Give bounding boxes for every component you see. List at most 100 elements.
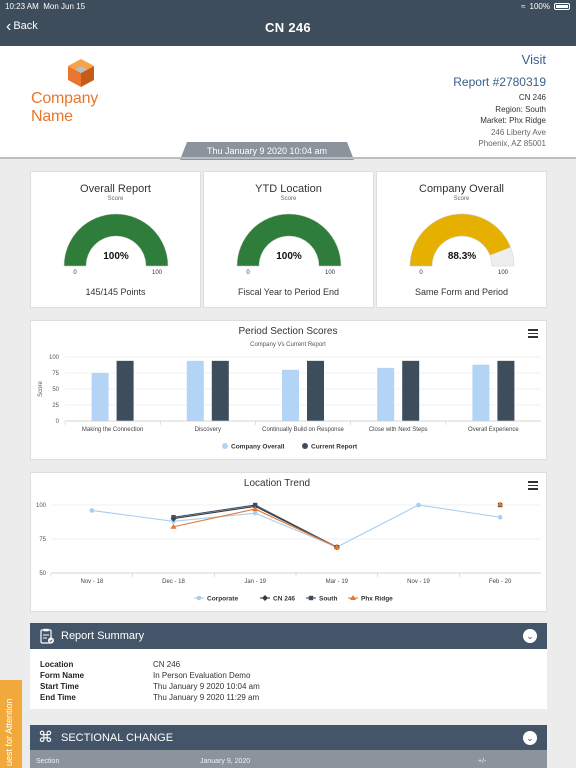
- period-section-scores-chart: Period Section Scores Company Vs Current …: [38, 326, 541, 451]
- y-tick-label: 75: [39, 537, 46, 543]
- y-tick-label: 0: [56, 419, 60, 425]
- x-tick-label: Continually Build on Response: [262, 427, 344, 433]
- legend-marker: [308, 595, 314, 601]
- gauge-fill: [63, 213, 168, 267]
- sectional-change-columns: Section January 9, 2020 +/-: [30, 750, 547, 768]
- gauge-value: 88.3%: [447, 251, 475, 262]
- legend-label[interactable]: Current Report: [311, 444, 358, 451]
- score-card-footer: Fiscal Year to Period End: [237, 287, 340, 297]
- y-tick-label: 100: [49, 355, 60, 361]
- x-tick-label: Overall Experience: [468, 427, 519, 433]
- bar-company-overall: [91, 373, 109, 421]
- cube-logo-icon: [68, 59, 94, 87]
- gauge-value: 100%: [103, 251, 129, 262]
- score-card-subtitle: Score: [280, 196, 297, 202]
- legend-label[interactable]: Corporate: [207, 596, 238, 603]
- bar-current-report: [211, 360, 229, 421]
- status-bar: 10:23 AM Mon Jun 15 ≈ 100%: [0, 0, 576, 12]
- gauge-fill: [236, 213, 341, 267]
- score-gauge: 88.3% 0 100: [409, 213, 514, 276]
- location-trend-chart: Location Trend 50 75 100 Nov - 18 Dec - 18 Jan…: [36, 478, 541, 603]
- legend-marker: [196, 595, 202, 601]
- report-region: Region: South: [495, 104, 546, 114]
- bar-current-report: [497, 360, 515, 421]
- score-card-overall-report: Overall Report Score 100% 0 100 145/145 Po…: [30, 171, 201, 308]
- back-button[interactable]: ‹ Back: [6, 18, 38, 34]
- report-info: Visit Report #2780319 CN 246 Region: Sou…: [453, 52, 546, 150]
- legend-label[interactable]: Company Overall: [231, 444, 285, 451]
- wifi-icon: ≈: [521, 2, 526, 11]
- company-logo: Company Name: [31, 58, 141, 126]
- summary-row-form-name: Form Name In Person Evaluation Demo: [40, 671, 251, 680]
- sectional-change-title: SECTIONAL CHANGE: [61, 732, 174, 744]
- back-label: Back: [13, 20, 38, 32]
- report-market: Market: Phx Ridge: [480, 116, 546, 125]
- command-icon: ⌘: [38, 729, 53, 746]
- chevron-down-icon[interactable]: ⌄: [523, 731, 537, 745]
- chart-title: Period Section Scores: [239, 326, 338, 337]
- x-tick-label: Nov - 19: [407, 579, 430, 585]
- report-summary-header[interactable]: Report Summary ⌄: [30, 623, 547, 649]
- sectional-change-header[interactable]: ⌘ SECTIONAL CHANGE ⌄: [30, 725, 547, 751]
- point-phx-ridge: [170, 523, 177, 529]
- legend-label[interactable]: South: [319, 596, 337, 603]
- point-phx-ridge: [333, 544, 340, 550]
- y-tick-label: 50: [52, 387, 59, 393]
- chart-menu-icon[interactable]: [528, 329, 538, 340]
- header-divider: [0, 157, 576, 159]
- battery-percent: 100%: [529, 2, 550, 11]
- chevron-down-icon[interactable]: ⌄: [523, 629, 537, 643]
- request-attention-label: uest for Attention: [4, 698, 14, 766]
- report-summary-title: Report Summary: [61, 630, 145, 642]
- y-tick-label: 75: [52, 371, 59, 377]
- x-tick-label: Dec - 18: [162, 579, 185, 585]
- legend-label[interactable]: Phx Ridge: [361, 596, 393, 603]
- point-phx-ridge: [252, 506, 259, 512]
- x-tick-label: Nov - 18: [80, 579, 103, 585]
- line-corporate: [91, 504, 501, 548]
- point-corporate: [89, 508, 95, 513]
- bar-company-overall: [472, 364, 490, 421]
- x-tick-label: Feb - 20: [489, 579, 512, 585]
- top-bar: 10:23 AM Mon Jun 15 ≈ 100% ‹ Back CN 246: [0, 0, 576, 46]
- column-change: +/-: [478, 758, 487, 765]
- status-time: 10:23 AM Mon Jun 15: [5, 2, 86, 11]
- score-card-title: Company Overall: [419, 183, 504, 195]
- request-attention-tab[interactable]: uest for Attention: [0, 680, 22, 768]
- clipboard-icon: [40, 628, 54, 644]
- score-card-footer: 145/145 Points: [85, 287, 146, 297]
- summary-row-location: Location CN 246: [40, 660, 181, 669]
- gauge-min-label: 0: [419, 270, 423, 276]
- score-card-subtitle: Score: [107, 196, 124, 202]
- score-card-title: YTD Location: [255, 183, 322, 195]
- bar-current-report: [116, 360, 134, 421]
- page-title: CN 246: [265, 20, 311, 35]
- address-line-2: Phoenix, AZ 85001: [478, 139, 546, 148]
- bar-company-overall: [282, 369, 299, 421]
- point-south: [171, 515, 176, 520]
- legend-marker: [222, 443, 228, 449]
- report-summary-body: Location CN 246 Form Name In Person Evalua…: [30, 649, 547, 709]
- point-corporate: [252, 510, 258, 516]
- location-trend-panel: Location Trend 50 75 100 Nov - 18 Dec - 18 Jan…: [30, 472, 547, 612]
- x-tick-label: Jan - 19: [244, 579, 266, 585]
- y-axis-label: Score: [38, 381, 44, 397]
- battery-icon: [554, 3, 570, 10]
- report-location: CN 246: [518, 93, 546, 102]
- score-gauge: 100% 0 100: [236, 213, 341, 276]
- chart-title: Location Trend: [244, 478, 310, 489]
- chart-menu-icon[interactable]: [528, 481, 538, 492]
- gauge-max-label: 100: [324, 270, 335, 276]
- gauge-min-label: 0: [73, 270, 77, 276]
- legend-label[interactable]: CN 246: [273, 596, 295, 603]
- gauge-max-label: 100: [151, 270, 162, 276]
- x-tick-label: Discovery: [195, 427, 221, 433]
- column-date: January 9, 2020: [200, 758, 251, 765]
- company-name: Company Name: [31, 90, 99, 125]
- x-tick-label: Mar - 19: [326, 579, 349, 585]
- chart-subtitle: Company Vs Current Report: [250, 342, 326, 348]
- y-tick-label: 25: [52, 403, 59, 409]
- score-card-ytd-location: YTD Location Score 100% 0 100 Fiscal Year …: [203, 171, 374, 308]
- point-corporate: [497, 514, 503, 520]
- point-corporate: [416, 502, 421, 508]
